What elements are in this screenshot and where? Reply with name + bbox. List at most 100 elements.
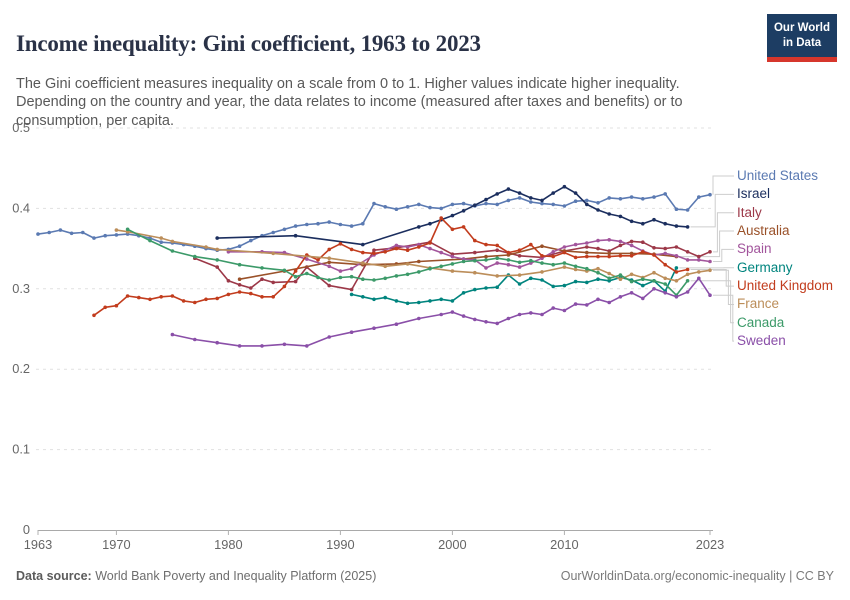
series-point[interactable] (372, 251, 376, 256)
series-point[interactable] (316, 258, 320, 262)
series-point[interactable] (450, 299, 455, 303)
series-point[interactable] (697, 270, 701, 274)
series-point[interactable] (596, 277, 600, 282)
series-point[interactable] (383, 295, 388, 300)
series-point[interactable] (517, 254, 522, 258)
series-point[interactable] (439, 250, 444, 255)
series-point[interactable] (540, 198, 544, 203)
series-point[interactable] (405, 245, 410, 249)
series-point[interactable] (249, 286, 253, 290)
series-point[interactable] (506, 262, 511, 267)
owid-logo[interactable]: Our World in Data (767, 14, 837, 62)
series-point[interactable] (618, 214, 623, 219)
series-point[interactable] (293, 274, 298, 279)
series-point[interactable] (618, 243, 623, 248)
series-point[interactable] (215, 265, 219, 269)
series-point[interactable] (562, 245, 567, 249)
series-point[interactable] (394, 322, 399, 327)
series-point[interactable] (663, 282, 667, 286)
series-point[interactable] (237, 262, 242, 267)
series-point[interactable] (215, 296, 219, 301)
series-point[interactable] (417, 316, 421, 321)
series-point[interactable] (685, 208, 690, 212)
series-point[interactable] (461, 225, 466, 229)
series-point[interactable] (585, 254, 589, 259)
series-point[interactable] (450, 269, 455, 273)
series-point[interactable] (193, 337, 197, 342)
series-point[interactable] (439, 206, 444, 211)
series-point[interactable] (484, 197, 488, 202)
series-point[interactable] (495, 321, 500, 326)
series-point[interactable] (540, 278, 544, 282)
series-point[interactable] (641, 240, 645, 244)
series-point[interactable] (226, 292, 231, 297)
series-point[interactable] (529, 242, 533, 247)
series-point[interactable] (495, 248, 500, 252)
series-point[interactable] (260, 277, 264, 282)
series-point[interactable] (260, 295, 264, 299)
series-point[interactable] (562, 261, 567, 265)
series-point[interactable] (585, 280, 589, 285)
series-point[interactable] (170, 332, 175, 337)
series-point[interactable] (417, 225, 421, 229)
series-point[interactable] (327, 335, 332, 339)
series-point[interactable] (540, 244, 544, 248)
series-point[interactable] (551, 254, 555, 259)
series-point[interactable] (417, 202, 421, 207)
series-point[interactable] (674, 207, 679, 211)
series-point[interactable] (607, 279, 611, 283)
series-point[interactable] (305, 271, 309, 276)
series-point[interactable] (551, 250, 555, 254)
series-point[interactable] (663, 262, 667, 267)
series-point[interactable] (562, 308, 567, 313)
series-point[interactable] (338, 222, 343, 227)
series-point[interactable] (260, 344, 264, 348)
series-point[interactable] (517, 191, 522, 195)
series-point[interactable] (170, 239, 175, 244)
series-point[interactable] (405, 205, 410, 209)
series-point[interactable] (327, 283, 332, 288)
series-point[interactable] (585, 198, 589, 203)
series-point[interactable] (327, 247, 332, 252)
series-point[interactable] (394, 299, 399, 303)
series-point[interactable] (573, 264, 578, 269)
series-point[interactable] (697, 276, 701, 281)
legend-item-france[interactable]: France (737, 296, 780, 312)
series-point[interactable] (81, 230, 85, 235)
series-point[interactable] (674, 254, 679, 258)
series-point[interactable] (181, 299, 186, 303)
series-point[interactable] (237, 244, 242, 248)
series-line-italy[interactable] (194, 240, 711, 291)
series-point[interactable] (697, 254, 701, 259)
series-point[interactable] (629, 239, 634, 244)
series-point[interactable] (529, 276, 533, 281)
series-point[interactable] (708, 192, 712, 197)
series-point[interactable] (641, 250, 645, 254)
series-point[interactable] (596, 238, 600, 243)
series-point[interactable] (596, 201, 600, 205)
series-point[interactable] (596, 270, 600, 275)
series-point[interactable] (349, 266, 354, 271)
series-point[interactable] (596, 297, 600, 302)
series-point[interactable] (293, 233, 298, 238)
series-point[interactable] (383, 276, 388, 281)
series-point[interactable] (573, 242, 578, 247)
series-point[interactable] (663, 221, 667, 226)
series-point[interactable] (562, 184, 567, 189)
series-point[interactable] (327, 264, 332, 269)
series-point[interactable] (293, 224, 298, 228)
series-point[interactable] (540, 254, 544, 258)
series-point[interactable] (629, 254, 634, 258)
series-point[interactable] (170, 294, 175, 298)
series-point[interactable] (585, 241, 589, 245)
series-point[interactable] (271, 280, 276, 285)
series-point[interactable] (685, 290, 690, 294)
series-point[interactable] (629, 272, 634, 277)
series-point[interactable] (663, 276, 667, 281)
series-point[interactable] (47, 230, 51, 235)
series-point[interactable] (506, 198, 511, 203)
series-point[interactable] (305, 344, 309, 348)
series-point[interactable] (506, 316, 511, 321)
series-point[interactable] (282, 227, 287, 232)
series-point[interactable] (495, 192, 500, 196)
